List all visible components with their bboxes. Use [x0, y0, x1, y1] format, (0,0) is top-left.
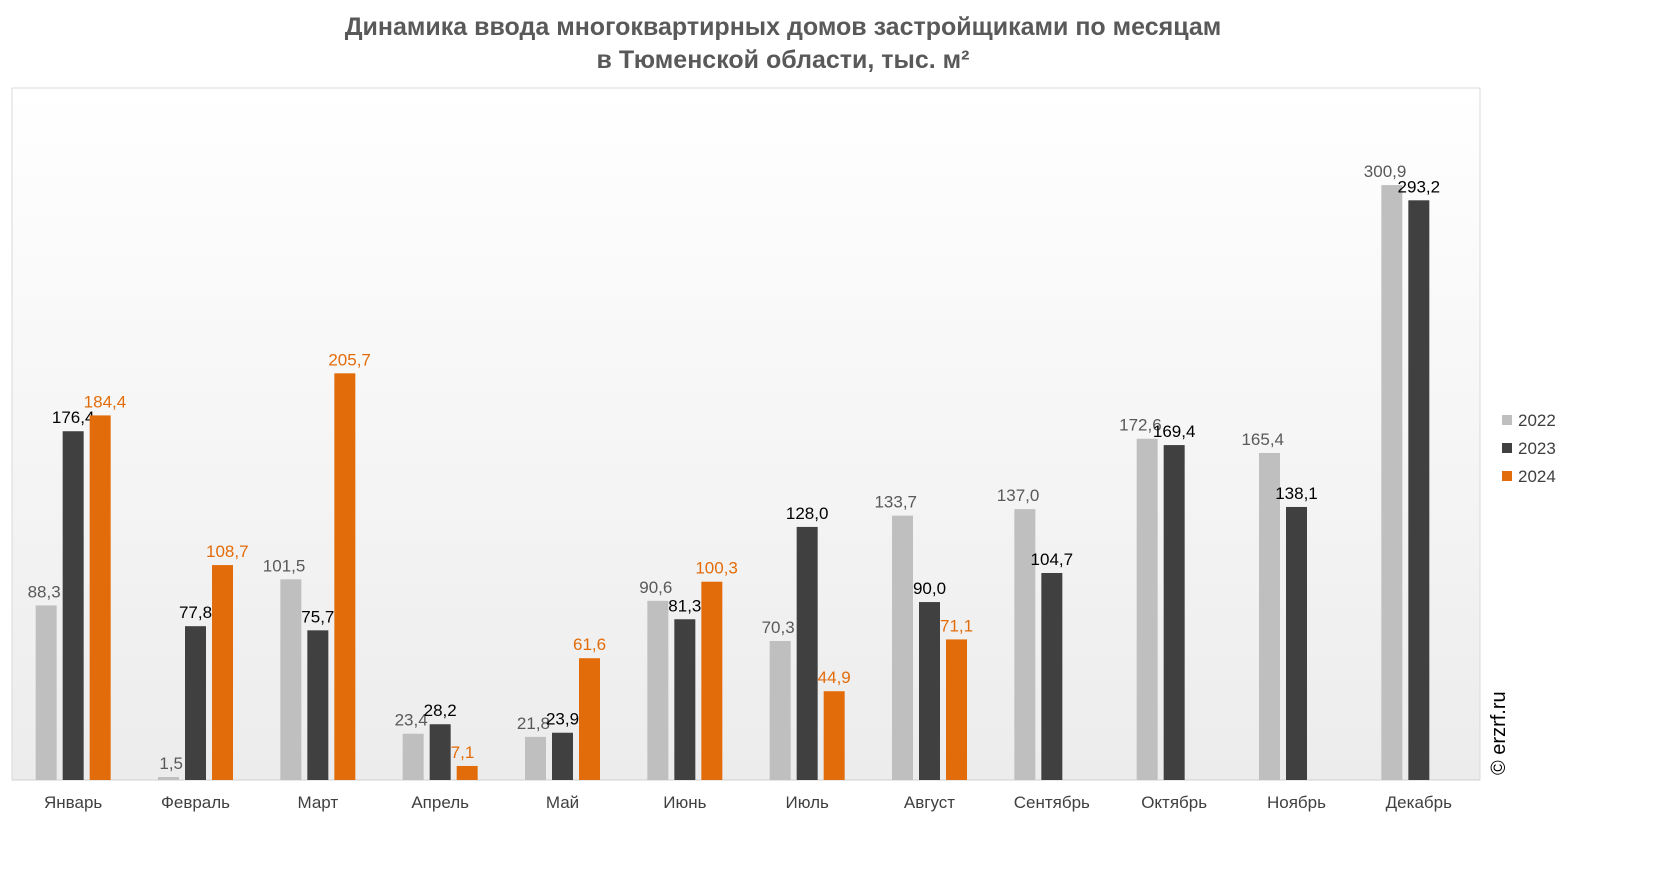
bar	[946, 639, 967, 780]
data-label: 28,2	[424, 701, 457, 720]
bar	[892, 515, 913, 780]
x-tick-label: Сентябрь	[1014, 793, 1090, 812]
bar	[158, 777, 179, 780]
x-tick-label: Август	[904, 793, 955, 812]
bar	[1163, 445, 1185, 780]
bar	[185, 626, 206, 780]
x-tick-label: Май	[546, 793, 579, 812]
x-tick-label: Февраль	[161, 793, 230, 812]
data-label: 128,0	[786, 504, 829, 523]
data-label: 88,3	[28, 582, 61, 601]
bar	[429, 724, 451, 780]
bar	[307, 630, 329, 780]
data-label: 172,6	[1119, 416, 1162, 435]
bar	[402, 733, 424, 780]
watermark: © erzrf.ru	[1488, 691, 1510, 775]
data-label: 77,8	[179, 603, 212, 622]
bar	[769, 641, 791, 780]
bar	[1381, 185, 1403, 781]
data-label: 21,8	[517, 714, 550, 733]
x-tick-label: Декабрь	[1386, 793, 1452, 812]
data-label: 104,7	[1031, 550, 1074, 569]
bar	[334, 373, 356, 780]
data-label: 205,7	[328, 350, 371, 369]
bar	[89, 415, 111, 780]
plot-area	[11, 87, 1481, 781]
data-label: 137,0	[997, 486, 1040, 505]
bar	[796, 526, 818, 780]
x-tick-label: Январь	[44, 793, 102, 812]
bar	[919, 602, 940, 780]
bar	[1014, 509, 1036, 780]
data-label: 184,4	[84, 392, 127, 411]
data-label: 23,9	[546, 710, 579, 729]
legend-swatch	[1502, 415, 1512, 425]
bar	[823, 691, 845, 780]
data-label: 90,6	[639, 578, 672, 597]
bar	[1286, 506, 1307, 780]
bar	[1136, 438, 1158, 780]
bar	[456, 765, 478, 780]
bar	[552, 732, 573, 780]
bar	[647, 600, 669, 780]
bar	[525, 736, 546, 780]
bar	[674, 619, 696, 780]
legend-label: 2023	[1518, 439, 1556, 458]
bar	[35, 605, 57, 780]
data-label: 44,9	[818, 668, 851, 687]
data-label: 90,0	[913, 579, 946, 598]
data-label: 100,3	[695, 559, 738, 578]
data-label: 169,4	[1153, 422, 1196, 441]
data-label: 75,7	[301, 607, 334, 626]
data-label: 165,4	[1241, 430, 1284, 449]
legend-label: 2024	[1518, 467, 1556, 486]
data-label: 70,3	[762, 618, 795, 637]
data-label: 71,1	[940, 616, 973, 635]
data-label: 61,6	[573, 635, 606, 654]
legend-swatch	[1502, 443, 1512, 453]
bar	[579, 658, 600, 780]
bar	[701, 581, 723, 780]
x-tick-label: Июль	[785, 793, 829, 812]
data-label: 101,5	[263, 556, 306, 575]
data-label: 1,5	[159, 754, 183, 773]
data-label: 138,1	[1275, 484, 1318, 503]
x-tick-label: Ноябрь	[1267, 793, 1326, 812]
bar	[62, 431, 84, 780]
data-label: 300,9	[1364, 162, 1407, 181]
data-label: 133,7	[874, 493, 917, 512]
bar	[1259, 452, 1280, 780]
data-label: 176,4	[52, 408, 95, 427]
data-label: 23,4	[395, 711, 428, 730]
x-tick-label: Март	[297, 793, 338, 812]
data-label: 293,2	[1398, 177, 1441, 196]
bar	[1408, 200, 1430, 781]
x-tick-label: Апрель	[411, 793, 469, 812]
data-label: 108,7	[206, 542, 249, 561]
legend-label: 2022	[1518, 411, 1556, 430]
x-tick-label: Июнь	[663, 793, 706, 812]
bar	[212, 565, 233, 780]
bar	[280, 579, 302, 780]
data-label: 7,1	[451, 743, 475, 762]
x-tick-label: Октябрь	[1141, 793, 1207, 812]
chart-title: в Тюменской области, тыс. м²	[597, 46, 970, 74]
legend-swatch	[1502, 471, 1512, 481]
chart-title: Динамика ввода многоквартирных домов зас…	[345, 13, 1222, 41]
data-label: 81,3	[668, 596, 701, 615]
bar	[1041, 572, 1063, 780]
